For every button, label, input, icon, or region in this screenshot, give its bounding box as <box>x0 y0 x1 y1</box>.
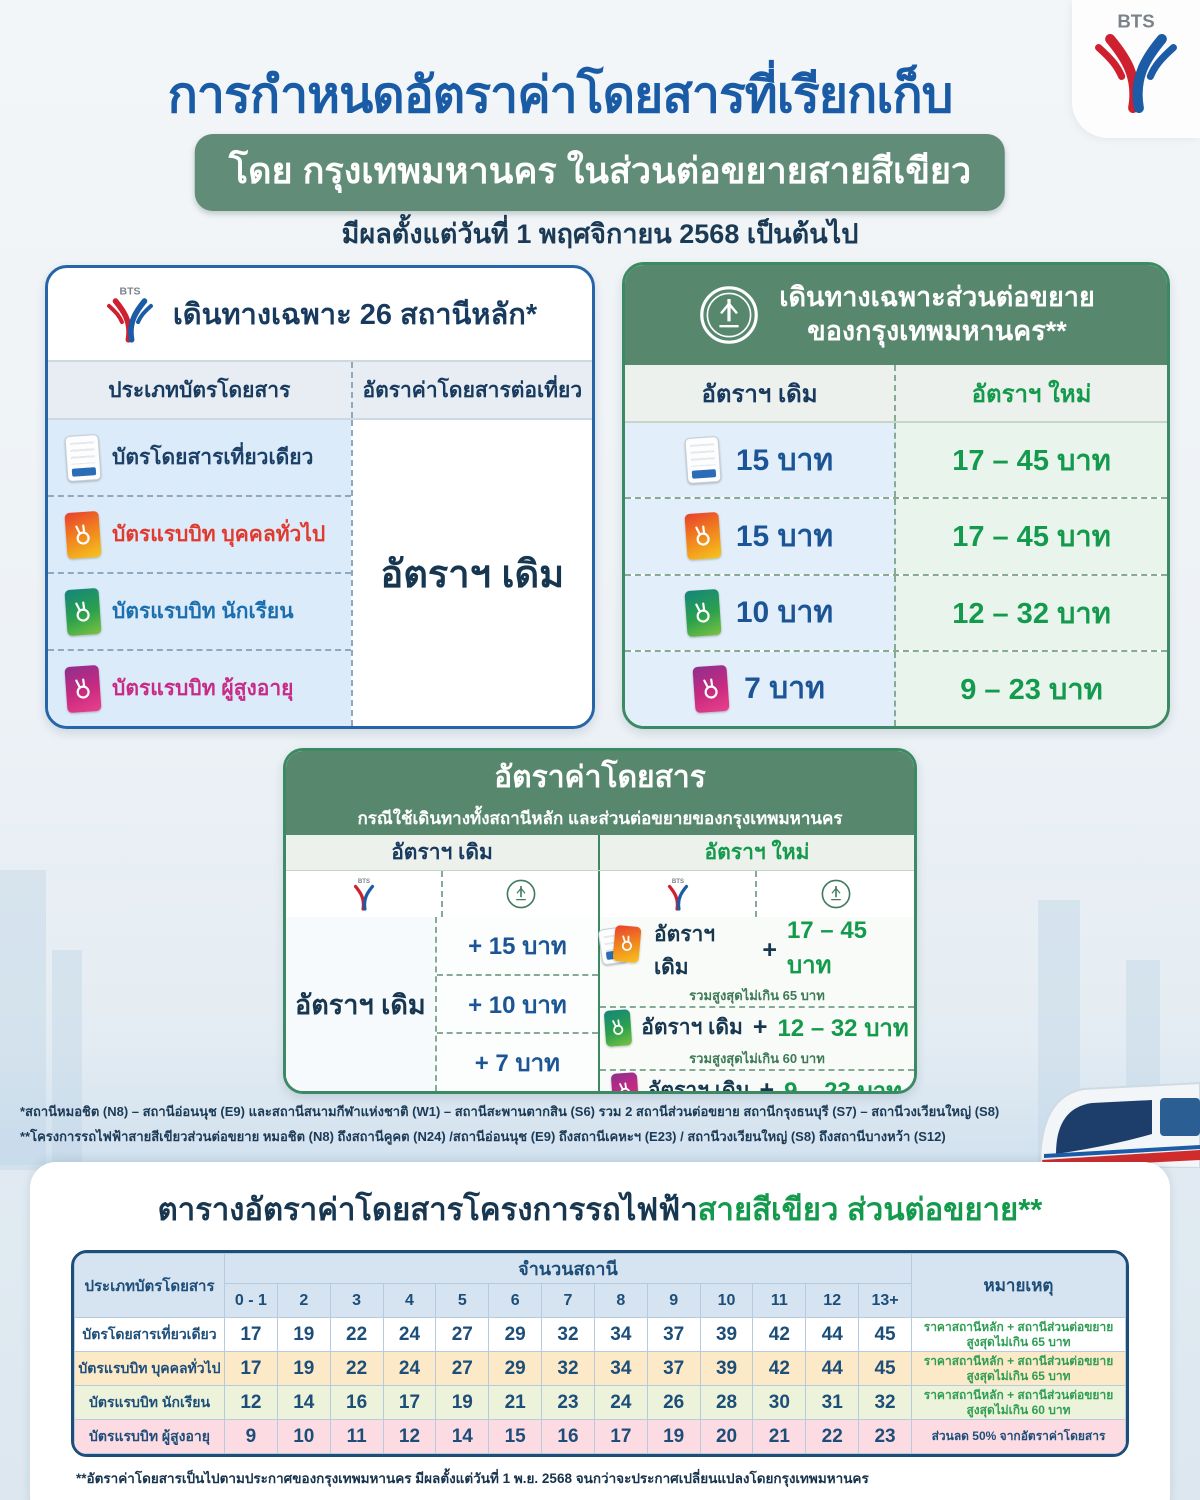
combined-subtitle: กรณีใช้เดินทางทั้งสถานีหลัก และส่วนต่อขย… <box>357 809 843 828</box>
footnotes: *สถานีหมอชิต (N8) – สถานีอ่อนนุช (E9) แล… <box>20 1100 1030 1149</box>
table-row: บัตรแรบบิท บุคคลทั่วไป 17 19 22 24 27 29 32 34 3… <box>74 1351 1126 1386</box>
add-fare: + 15 บาท <box>436 917 598 976</box>
train-illustration <box>1038 1081 1200 1168</box>
fare-table-title: ตารางอัตราค่าโดยสารโครงการรถไฟฟ้าสายสีเข… <box>157 1192 1043 1227</box>
page-subtitle: โดย กรุงเทพมหานคร ในส่วนต่อขยายสายสีเขีย… <box>194 134 1006 211</box>
table-row: 10 บาท 12 – 32 บาท <box>625 575 1167 652</box>
table-row: บัตรแรบบิท นักเรียน <box>48 574 351 651</box>
rabbit-student-card-icon <box>64 587 102 636</box>
col-header-new-rate: อัตราฯ ใหม่ <box>971 380 1092 408</box>
rabbit-adult-card-icon <box>612 924 642 963</box>
rabbit-senior-card-icon <box>64 664 102 713</box>
main-stations-table: BTS เดินทางเฉพาะ 26 สถานีหลัก* ประเภทบัต… <box>45 265 595 729</box>
col-header-remark: หมายเหตุ <box>911 1253 1126 1318</box>
rabbit-student-card-icon <box>684 588 722 637</box>
table-row: อัตราฯ เดิม + 9 – 23 บาท ส่วนลด 50% จากอ… <box>599 1071 914 1091</box>
svg-text:BTS: BTS <box>1117 11 1154 32</box>
new-fare: 17 – 45 บาท <box>896 423 1167 498</box>
svg-text:BTS: BTS <box>357 878 369 885</box>
base-fare: อัตราฯ เดิม <box>286 917 437 1091</box>
svg-text:BTS: BTS <box>671 878 683 885</box>
rabbit-senior-card-icon <box>610 1071 640 1091</box>
col-header-card-type: ประเภทบัตรโดยสาร <box>48 362 353 418</box>
new-fare: 17 – 45 บาท <box>896 499 1167 574</box>
old-fare: 15 บาท <box>735 443 834 477</box>
footnote-2: **โครงการรถไฟฟ้าสายสีเขียวส่วนต่อขยาย หม… <box>20 1128 946 1144</box>
combined-fare-table: อัตราค่าโดยสาร กรณีใช้เดินทางทั้งสถานีหล… <box>283 748 917 1094</box>
rabbit-student-card-icon <box>604 1008 633 1047</box>
new-fare: 12 – 32 บาท <box>896 575 1167 650</box>
old-fare: 15 บาท <box>735 519 834 553</box>
skyline-building <box>0 870 46 1170</box>
card-icons <box>597 924 644 976</box>
old-fare: 7 บาท <box>744 672 825 706</box>
row-note: รวมสูงสุดไม่เกิน 60 บาท <box>689 1051 825 1066</box>
extension-header: เดินทางเฉพาะส่วนต่อขยาย ของกรุงเทพมหานคร… <box>625 265 1167 365</box>
table-row: 15 บาท 17 – 45 บาท <box>625 423 1167 500</box>
col-header-old-rate: อัตราฯ เดิม <box>286 835 600 870</box>
col-header-old-rate: อัตราฯ เดิม <box>625 365 896 421</box>
bma-seal <box>443 871 600 917</box>
bma-seal <box>757 871 914 917</box>
combined-title: อัตราค่าโดยสาร <box>494 761 706 794</box>
table-row: อัตราฯ เดิม + 12 – 32 บาท รวมสูงสุดไม่เก… <box>599 1008 914 1071</box>
col-header-card-type: ประเภทบัตรโดยสาร <box>74 1253 225 1318</box>
old-fare: 10 บาท <box>735 596 834 630</box>
rabbit-senior-card-icon <box>692 664 730 714</box>
add-fare: + 7 บาท <box>474 1050 560 1078</box>
table-row: อัตราฯ เดิม + 17 – 45 บาท รวมสูงสุดไม่เก… <box>597 917 914 1008</box>
main-stations-title: เดินทางเฉพาะ 26 สถานีหลัก* <box>172 299 538 331</box>
table-row: บัตรแรบบิท นักเรียน 12 14 16 17 19 21 23 24 26 28… <box>74 1385 1126 1420</box>
single-journey-card-icon <box>684 435 722 485</box>
table-row: บัตรแรบบิท ผู้สูงอายุ 9 10 11 12 14 15 16 17 19 2… <box>74 1419 1126 1454</box>
bts-logo: BTS <box>286 871 443 917</box>
add-fare: + 10 บาท <box>436 976 598 1035</box>
effective-date: มีผลตั้งแต่วันที่ 1 พฤศจิกายน 2568 เป็นต… <box>341 219 859 249</box>
table-row: บัตรแรบบิท ผู้สูงอายุ <box>48 651 351 726</box>
extension-table: เดินทางเฉพาะส่วนต่อขยาย ของกรุงเทพมหานคร… <box>622 262 1170 729</box>
bts-corner: BTS <box>1072 0 1200 138</box>
extension-title: เดินทางเฉพาะส่วนต่อขยาย ของกรุงเทพมหานคร… <box>779 282 1095 346</box>
fare-table: ประเภทบัตรโดยสาร จำนวนสถานี หมายเหตุ 0 -… <box>71 1250 1129 1457</box>
fare-table-card: ตารางอัตราค่าโดยสารโครงการรถไฟฟ้าสายสีเข… <box>30 1162 1170 1500</box>
footnote-1: *สถานีหมอชิต (N8) – สถานีอ่อนนุช (E9) แล… <box>20 1104 1000 1119</box>
single-journey-card-icon <box>64 433 102 482</box>
rabbit-adult-card-icon <box>684 512 722 561</box>
table-row: บัตรแรบบิท บุคคลทั่วไป <box>48 497 351 574</box>
bts-logo: BTS <box>1095 11 1177 114</box>
row-note: รวมสูงสุดไม่เกิน 65 บาท <box>689 988 825 1003</box>
table-row: 15 บาท 17 – 45 บาท <box>625 499 1167 576</box>
new-fare: 9 – 23 บาท <box>896 651 1167 726</box>
col-header-fare-per-trip: อัตราค่าโดยสารต่อเที่ยว <box>362 378 583 402</box>
table-row: 7 บาท 9 – 23 บาท <box>625 651 1167 726</box>
col-header-station-count: จำนวนสถานี <box>224 1253 912 1284</box>
bma-seal <box>700 286 759 344</box>
svg-text:BTS: BTS <box>119 287 140 298</box>
bts-logo: BTS <box>600 871 757 917</box>
fare-value: อัตราฯ เดิม <box>352 420 592 726</box>
fare-table-footnote: **อัตราค่าโดยสารเป็นไปตามประกาศของกรุงเท… <box>76 1471 869 1486</box>
combined-header: อัตราค่าโดยสาร กรณีใช้เดินทางทั้งสถานีหล… <box>286 751 914 835</box>
skyline-building <box>52 950 82 1170</box>
bts-logo: BTS <box>106 287 153 343</box>
table-row: บัตรโดยสารเที่ยวเดียว <box>48 420 351 497</box>
table-row: บัตรโดยสารเที่ยวเดียว 17 19 22 24 27 29 32 34 37… <box>74 1317 1126 1352</box>
page-title: การกำหนดอัตราค่าโดยสารที่เรียกเก็บ <box>167 67 954 123</box>
col-header-new-rate: อัตราฯ ใหม่ <box>704 841 810 864</box>
rabbit-adult-card-icon <box>64 510 102 559</box>
main-stations-header: BTS เดินทางเฉพาะ 26 สถานีหลัก* <box>48 268 592 360</box>
